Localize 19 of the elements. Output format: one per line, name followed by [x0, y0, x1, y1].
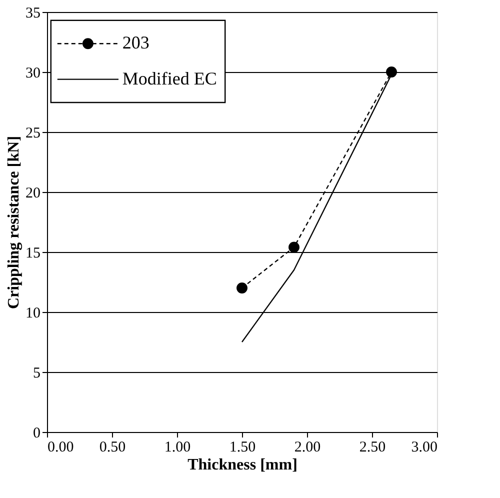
x-tick-label: 1.50: [229, 440, 256, 456]
y-tick-label: 30: [26, 66, 40, 82]
legend-label: Modified EC: [122, 68, 217, 88]
y-tick-label: 35: [26, 6, 40, 22]
x-tick-label: 2.00: [294, 440, 321, 456]
y-tick-label: 5: [33, 366, 40, 382]
x-tick-label: 1.00: [164, 440, 191, 456]
x-tick-label: 3.00: [411, 440, 438, 456]
y-tick-label: 15: [26, 246, 40, 262]
y-tick-label: 25: [26, 126, 40, 142]
x-tick-label: 0.00: [48, 440, 74, 456]
x-tick-label: 2.50: [359, 440, 386, 456]
y-tick-label: 0: [33, 426, 40, 442]
x-axis-title: Thickness [mm]: [188, 456, 298, 474]
y-tick-label: 10: [26, 306, 40, 322]
y-axis-title: Crippling resistance [kN]: [6, 136, 22, 310]
x-tick-label: 0.50: [99, 440, 126, 456]
y-tick-label: 20: [26, 186, 40, 202]
legend-label: 203: [122, 32, 150, 53]
